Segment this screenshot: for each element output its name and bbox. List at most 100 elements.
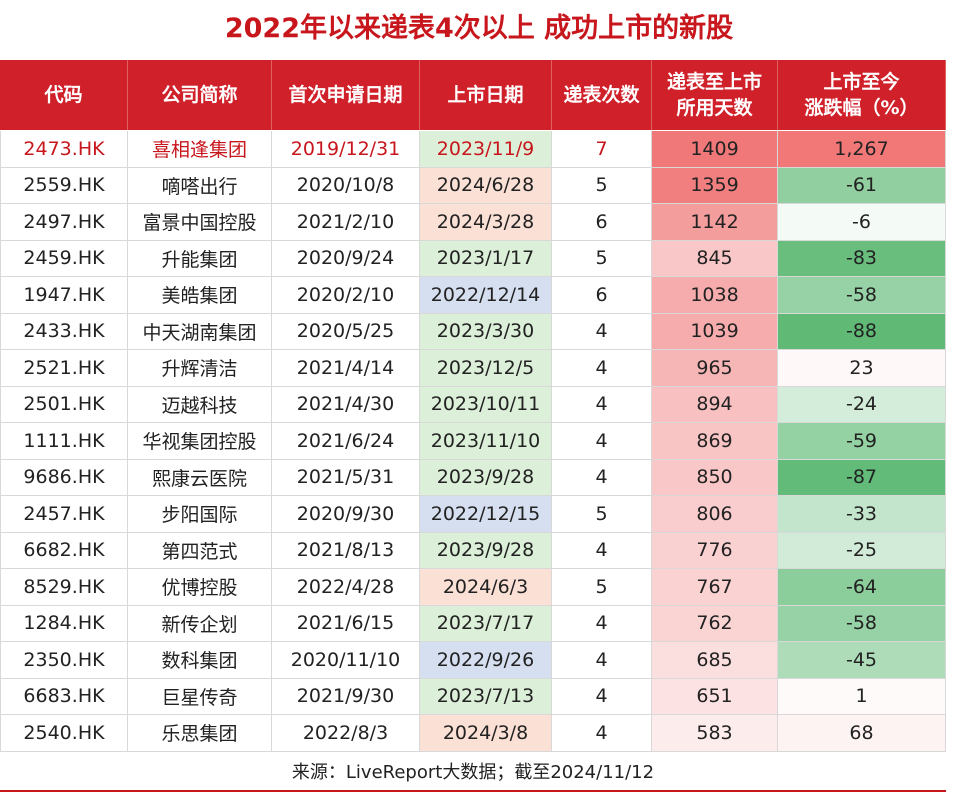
table-cell: 2023/1/17: [420, 240, 552, 277]
table-cell: 4: [552, 386, 652, 423]
table-cell: 685: [652, 642, 778, 679]
table-cell: 6683.HK: [0, 678, 128, 715]
table-cell: 1038: [652, 277, 778, 314]
table-cell: 5: [552, 569, 652, 606]
table-cell: 美皓集团: [128, 277, 272, 314]
table-cell: 1111.HK: [0, 423, 128, 460]
table-cell: 2457.HK: [0, 496, 128, 533]
table-cell: 2350.HK: [0, 642, 128, 679]
table-cell: -58: [778, 277, 946, 314]
title: 2022年以来递表4次以上 成功上市的新股: [224, 13, 734, 44]
table-cell: 869: [652, 423, 778, 460]
table-cell: 2024/6/28: [420, 167, 552, 204]
table-cell: 1,267: [778, 131, 946, 168]
table-cell: -59: [778, 423, 946, 460]
table-cell: 2021/4/30: [272, 386, 420, 423]
table-cell: 965: [652, 350, 778, 387]
table-cell: 4: [552, 313, 652, 350]
table-cell: 2022/8/3: [272, 715, 420, 752]
table-cell: 富景中国控股: [128, 204, 272, 241]
table-cell: 优博控股: [128, 569, 272, 606]
table-cell: 9686.HK: [0, 459, 128, 496]
table-cell: 数科集团: [128, 642, 272, 679]
header-cell: 递表至上市 所用天数: [652, 60, 778, 130]
table-cell: 894: [652, 386, 778, 423]
table-cell: 乐思集团: [128, 715, 272, 752]
table-cell: 2021/6/15: [272, 605, 420, 642]
table-cell: 第四范式: [128, 532, 272, 569]
table-cell: 776: [652, 532, 778, 569]
table-cell: 583: [652, 715, 778, 752]
table-cell: 2021/5/31: [272, 459, 420, 496]
header-text: 递表至上市: [666, 71, 762, 93]
table-cell: 2021/8/13: [272, 532, 420, 569]
table-cell: 767: [652, 569, 778, 606]
table-cell: 5: [552, 496, 652, 533]
table-cell: 4: [552, 459, 652, 496]
table-cell: 1142: [652, 204, 778, 241]
source-note: 来源：LiveReport大数据；截至2024/11/12: [0, 752, 946, 792]
table-cell: 2021/4/14: [272, 350, 420, 387]
table-cell: 步阳国际: [128, 496, 272, 533]
table-cell: -83: [778, 240, 946, 277]
table-cell: 4: [552, 423, 652, 460]
table-cell: 中天湖南集团: [128, 313, 272, 350]
table-cell: 2022/12/14: [420, 277, 552, 314]
table-cell: 新传企划: [128, 605, 272, 642]
table-cell: 2022/12/15: [420, 496, 552, 533]
table-cell: 2024/3/28: [420, 204, 552, 241]
table-cell: 巨星传奇: [128, 678, 272, 715]
table-cell: 2021/2/10: [272, 204, 420, 241]
table-cell: 1284.HK: [0, 605, 128, 642]
table-cell: 2023/7/17: [420, 605, 552, 642]
table-cell: 2459.HK: [0, 240, 128, 277]
table-cell: -58: [778, 605, 946, 642]
table-cell: 2497.HK: [0, 204, 128, 241]
table-cell: 762: [652, 605, 778, 642]
table-cell: 4: [552, 678, 652, 715]
table-cell: 2559.HK: [0, 167, 128, 204]
table-cell: 651: [652, 678, 778, 715]
table-cell: 2019/12/31: [272, 131, 420, 168]
table-cell: 4: [552, 605, 652, 642]
table-cell: 8529.HK: [0, 569, 128, 606]
table-cell: 2023/11/10: [420, 423, 552, 460]
table-cell: 嘀嗒出行: [128, 167, 272, 204]
table-cell: 迈越科技: [128, 386, 272, 423]
table-cell: -6: [778, 204, 946, 241]
table-cell: 2022/9/26: [420, 642, 552, 679]
table-cell: 4: [552, 532, 652, 569]
header-text: 上市至今: [823, 71, 900, 93]
table-cell: 2021/9/30: [272, 678, 420, 715]
table-cell: 升辉清洁: [128, 350, 272, 387]
table-cell: 1039: [652, 313, 778, 350]
header-cell: 上市至今涨跌幅（%）: [778, 60, 946, 130]
table-cell: 2020/5/25: [272, 313, 420, 350]
header-cell: 公司简称: [128, 60, 272, 130]
header-cell: 首次申请日期: [272, 60, 420, 130]
table-cell: 升能集团: [128, 240, 272, 277]
table-cell: 1409: [652, 131, 778, 168]
table-cell: -33: [778, 496, 946, 533]
table-cell: 2022/4/28: [272, 569, 420, 606]
table-cell: 2501.HK: [0, 386, 128, 423]
table-cell: 2473.HK: [0, 131, 128, 168]
table-cell: 2020/2/10: [272, 277, 420, 314]
table-cell: -25: [778, 532, 946, 569]
table-cell: -61: [778, 167, 946, 204]
table-cell: 2023/9/28: [420, 532, 552, 569]
table-cell: 熙康云医院: [128, 459, 272, 496]
header-text: 递表次数: [563, 84, 640, 106]
table-cell: 4: [552, 350, 652, 387]
header-text: 涨跌幅（%）: [804, 97, 919, 119]
table-cell: 850: [652, 459, 778, 496]
table-cell: -87: [778, 459, 946, 496]
header-text: 公司简称: [161, 84, 238, 106]
table-cell: 2020/11/10: [272, 642, 420, 679]
table-cell: 4: [552, 715, 652, 752]
table-cell: -45: [778, 642, 946, 679]
table-cell: 806: [652, 496, 778, 533]
table-cell: 4: [552, 642, 652, 679]
header-text: 所用天数: [676, 97, 753, 119]
